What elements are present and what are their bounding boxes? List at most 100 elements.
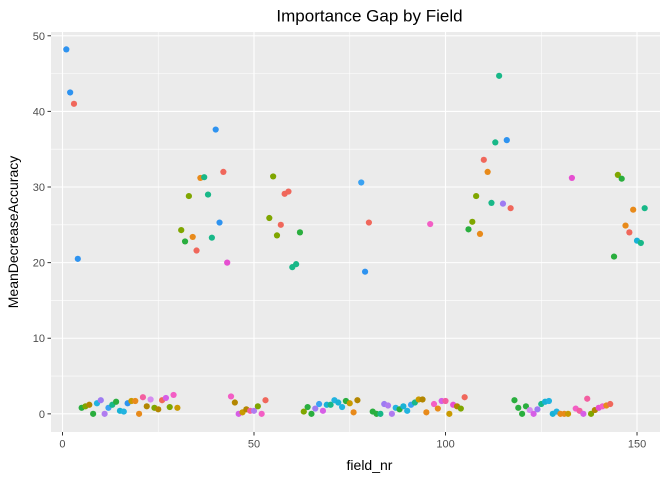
data-point [155, 406, 162, 413]
y-tick-label: 20 [33, 258, 45, 270]
data-point [120, 408, 127, 415]
data-point [139, 394, 147, 401]
data-point [97, 397, 104, 404]
data-point [231, 399, 238, 406]
data-point [534, 406, 541, 413]
data-point [442, 397, 449, 405]
data-point [522, 403, 530, 410]
data-point [473, 192, 480, 200]
data-point [484, 168, 491, 175]
y-axis-title: MeanDecreaseAccuracy [5, 156, 21, 309]
data-point [208, 234, 215, 241]
data-point [361, 268, 369, 275]
data-point [338, 403, 346, 411]
data-point [67, 89, 74, 96]
data-point [90, 410, 97, 417]
data-point [74, 255, 81, 262]
data-point [270, 173, 277, 180]
y-tick-label: 10 [33, 333, 45, 345]
data-point [587, 410, 595, 417]
data-point [346, 400, 353, 407]
data-point [86, 401, 93, 408]
data-point [423, 409, 430, 416]
data-point [304, 403, 311, 411]
minor-gridlines [51, 32, 660, 432]
data-point [388, 410, 395, 417]
data-point [446, 410, 453, 417]
data-point [300, 408, 307, 415]
data-point [469, 218, 476, 225]
data-point [277, 221, 284, 228]
data-point [492, 139, 499, 146]
data-point [319, 407, 327, 414]
data-point [503, 137, 510, 144]
data-point [147, 396, 154, 403]
data-point [618, 175, 625, 182]
data-point [511, 397, 518, 404]
data-point [250, 407, 258, 414]
data-point [335, 399, 342, 406]
data-point [641, 205, 648, 212]
data-point [63, 46, 70, 53]
data-point [384, 402, 392, 409]
data-point [189, 233, 196, 241]
y-tick-label: 30 [33, 182, 45, 194]
x-tick-label: 150 [628, 439, 646, 451]
data-point [135, 410, 143, 417]
data-point [224, 259, 231, 266]
data-point [427, 220, 434, 228]
data-point [526, 406, 533, 414]
data-point [70, 100, 78, 107]
data-point [285, 188, 292, 195]
data-point [316, 400, 323, 408]
data-point [258, 410, 265, 417]
data-point [465, 226, 472, 233]
data-point [568, 174, 576, 182]
data-point [515, 404, 522, 411]
y-tick-label: 40 [33, 106, 45, 118]
data-point [262, 397, 269, 404]
data-point [461, 394, 468, 401]
data-point [430, 400, 438, 408]
data-point [185, 192, 192, 200]
x-axis-title: field_nr [347, 457, 393, 473]
data-point [626, 229, 633, 236]
data-point [610, 253, 618, 260]
data-point [220, 168, 227, 175]
data-point [216, 219, 223, 226]
data-point [101, 410, 108, 417]
y-tick-label: 50 [33, 31, 45, 43]
data-point [308, 410, 315, 417]
y-axis-tick-labels: 0 10 20 30 40 50 [33, 31, 45, 421]
x-tick-label: 50 [248, 439, 260, 451]
data-point [488, 199, 495, 206]
data-point [630, 206, 637, 213]
data-point [530, 410, 537, 417]
data-point [358, 179, 365, 186]
data-point [312, 405, 319, 412]
data-point [637, 239, 644, 247]
axis-ticks [47, 35, 638, 436]
data-point [377, 410, 384, 417]
data-point [162, 394, 170, 402]
data-point [614, 171, 621, 179]
data-points [63, 46, 648, 417]
plot-panel [51, 32, 660, 432]
data-point [327, 401, 334, 408]
data-point [201, 174, 208, 181]
data-point [170, 391, 177, 399]
data-point [266, 214, 273, 222]
data-point [580, 410, 587, 417]
data-point [204, 191, 212, 198]
y-tick-label: 0 [39, 409, 45, 421]
data-point [178, 227, 185, 234]
data-point [293, 261, 300, 268]
data-point [480, 156, 487, 163]
data-point [519, 410, 526, 417]
data-point [350, 409, 357, 416]
data-point [174, 404, 181, 411]
data-point [476, 230, 484, 237]
data-point [499, 200, 507, 207]
data-point [166, 403, 173, 411]
